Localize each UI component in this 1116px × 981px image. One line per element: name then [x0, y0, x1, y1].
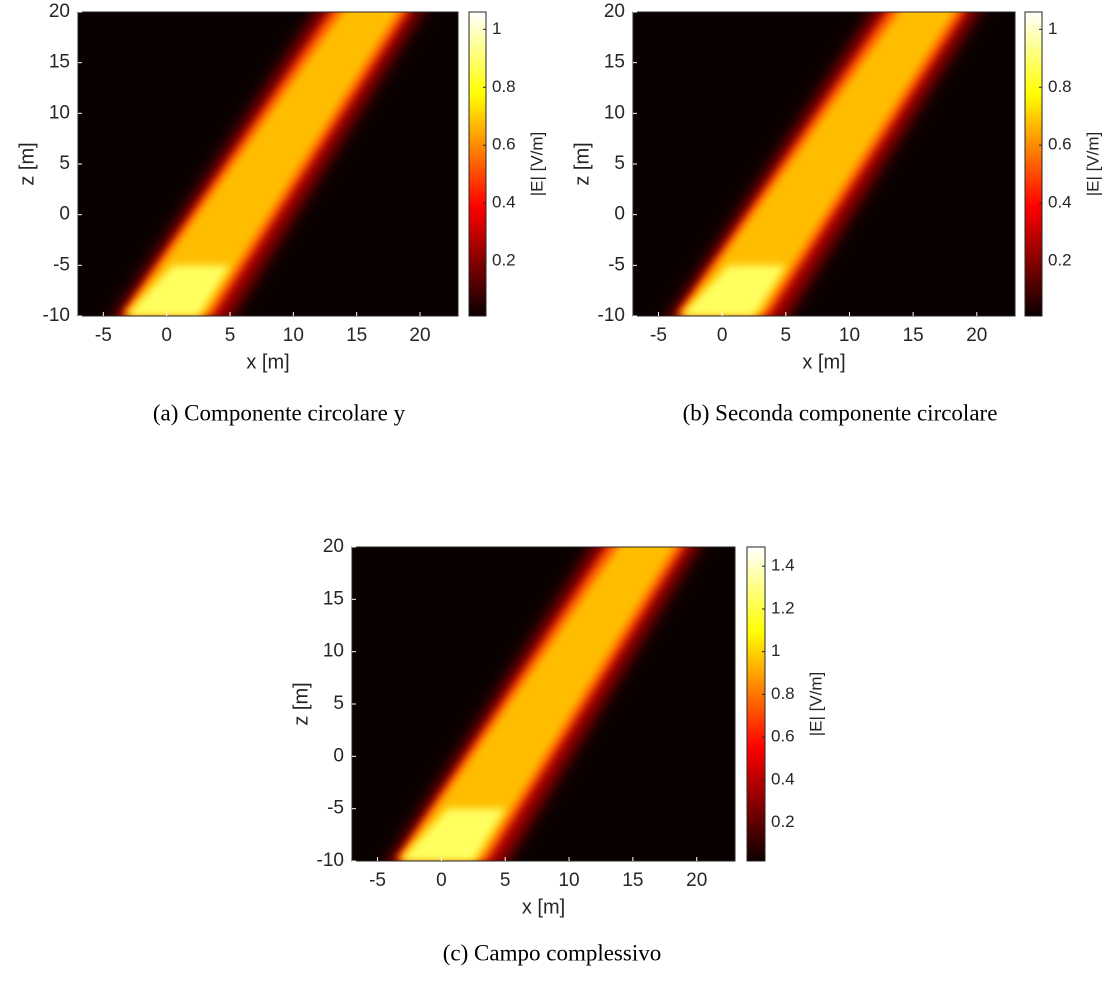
colorbar-tick-label: 0.8 [492, 77, 516, 96]
y-tick-label: 20 [604, 1, 625, 22]
x-tick-label: 5 [500, 870, 511, 891]
x-tick-label: 20 [686, 870, 707, 891]
y-tick-label: 10 [49, 102, 70, 123]
colorbar-tick-label: 0.4 [1048, 193, 1072, 212]
y-tick-label: 15 [604, 52, 625, 73]
colorbar-tick-label: 0.6 [492, 135, 516, 154]
x-tick-label: 10 [283, 325, 304, 346]
y-tick-label: 5 [59, 153, 70, 174]
colorbar-tick-label: 0.6 [1048, 135, 1072, 154]
colorbar [468, 11, 487, 317]
y-tick-label: 5 [614, 153, 625, 174]
y-tick-label: -10 [43, 305, 70, 326]
x-tick-label: 10 [558, 870, 579, 891]
x-tick-label: 0 [717, 325, 728, 346]
colorbar [1024, 11, 1043, 317]
beam-core [124, 12, 399, 316]
colorbar-label: |E| [V/m] [806, 672, 825, 737]
y-tick-label: -5 [608, 254, 625, 275]
x-tick-label: 20 [966, 325, 987, 346]
beam-source [681, 265, 786, 316]
y-axis-label: z [m] [571, 142, 593, 185]
beam [390, 547, 697, 861]
colorbar [746, 546, 766, 862]
colorbar-tick-label: 0.2 [1048, 250, 1072, 269]
x-tick-label: 5 [225, 325, 236, 346]
x-tick-label: 5 [781, 325, 792, 346]
x-axis-label: x [m] [522, 896, 565, 918]
colorbar-tick-label: 1 [492, 19, 501, 38]
y-tick-label: 0 [614, 204, 625, 225]
colorbar-label: |E| [V/m] [1083, 132, 1102, 197]
colorbar-label: |E| [V/m] [527, 132, 546, 197]
x-axis-label: x [m] [802, 351, 845, 373]
x-tick-label: -5 [650, 325, 667, 346]
x-tick-label: 0 [161, 325, 172, 346]
beam-core [680, 12, 956, 316]
caption: (a) Componente circolare y [153, 400, 406, 425]
colorbar-tick-label: 1.4 [771, 556, 795, 575]
y-tick-label: 10 [323, 641, 344, 662]
beam [671, 12, 977, 316]
colorbar-tick-label: 1.2 [771, 598, 795, 617]
colorbar-tick-label: 0.4 [492, 193, 516, 212]
y-tick-label: -10 [598, 305, 625, 326]
y-tick-label: 0 [59, 204, 70, 225]
x-axis-label: x [m] [246, 351, 289, 373]
y-axis-label: z [m] [16, 142, 38, 185]
x-tick-label: 0 [436, 870, 447, 891]
y-tick-label: -5 [53, 254, 70, 275]
beam-source [400, 808, 506, 861]
x-tick-label: 15 [622, 870, 643, 891]
beam [116, 12, 421, 316]
colorbar-tick-label: 0.2 [771, 812, 795, 831]
x-tick-label: -5 [369, 870, 386, 891]
y-tick-label: 15 [49, 52, 70, 73]
caption: (c) Campo complessivo [443, 940, 661, 965]
y-tick-label: 5 [333, 693, 344, 714]
colorbar-tick-label: 0.2 [492, 250, 516, 269]
y-tick-label: 20 [323, 536, 344, 557]
x-tick-label: 15 [346, 325, 367, 346]
x-tick-label: 15 [903, 325, 924, 346]
colorbar-tick-label: 0.8 [771, 684, 795, 703]
beam-source [126, 265, 230, 316]
beam-core [399, 547, 675, 861]
y-tick-label: -5 [327, 798, 344, 819]
colorbar-tick-label: 1 [1048, 19, 1057, 38]
y-tick-label: 10 [604, 102, 625, 123]
colorbar-tick-label: 0.4 [771, 769, 795, 788]
y-tick-label: -10 [317, 850, 344, 871]
x-tick-label: 10 [839, 325, 860, 346]
caption: (b) Seconda componente circolare [683, 400, 998, 425]
y-axis-label: z [m] [290, 682, 312, 725]
colorbar-tick-label: 0.8 [1048, 77, 1072, 96]
y-tick-label: 0 [333, 745, 344, 766]
x-tick-label: 20 [409, 325, 430, 346]
x-tick-label: -5 [95, 325, 112, 346]
colorbar-tick-label: 1 [771, 641, 780, 660]
y-tick-label: 15 [323, 588, 344, 609]
y-tick-label: 20 [49, 1, 70, 22]
colorbar-tick-label: 0.6 [771, 727, 795, 746]
